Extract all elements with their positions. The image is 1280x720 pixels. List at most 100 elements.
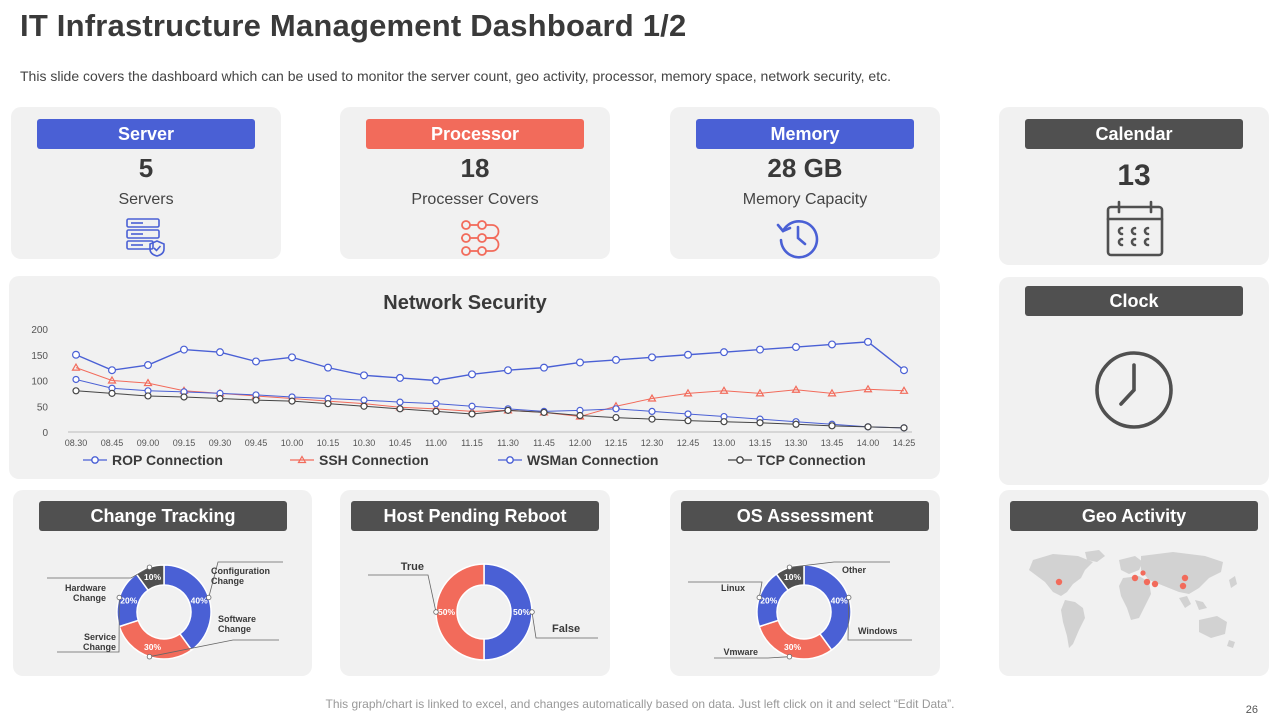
clock-header: Clock <box>1025 286 1243 316</box>
category-label: Vmware <box>723 647 758 657</box>
data-point <box>576 411 584 420</box>
data-point <box>611 355 620 364</box>
data-point <box>792 420 800 428</box>
x-tick-label: 13.30 <box>785 438 808 448</box>
x-tick-label: 14.25 <box>893 438 916 448</box>
leader-dot <box>146 653 153 660</box>
leader-dot <box>529 609 535 615</box>
x-tick-label: 10.00 <box>281 438 304 448</box>
server-header: Server <box>37 119 255 149</box>
leader-line <box>47 566 150 579</box>
data-point <box>180 393 188 401</box>
memory-value: 28 GB <box>767 153 843 183</box>
server-card: Server 5 Servers <box>11 107 281 259</box>
page-subtitle: This slide covers the dashboard which ca… <box>20 68 891 84</box>
data-point <box>539 363 548 372</box>
leader-dot <box>205 594 212 601</box>
slice-label: 50% <box>438 607 455 617</box>
slice-label: 30% <box>144 642 161 652</box>
data-point <box>72 375 80 384</box>
category-label: False <box>552 623 580 635</box>
page-title: IT Infrastructure Management Dashboard 1… <box>20 8 687 43</box>
x-tick-label: 13.15 <box>749 438 772 448</box>
x-tick-label: 09.45 <box>245 438 268 448</box>
leader-dot <box>116 594 123 601</box>
data-point <box>288 397 296 405</box>
leader-dot <box>433 609 439 615</box>
x-tick-label: 12.45 <box>677 438 700 448</box>
geo-activity-header: Geo Activity <box>1010 501 1258 531</box>
calendar-header: Calendar <box>1025 119 1243 149</box>
slice-label: 10% <box>144 572 161 582</box>
x-tick-label: 11.45 <box>533 438 555 448</box>
legend-label: ROP Connection <box>112 452 223 468</box>
footer-note: This graph/chart is linked to excel, and… <box>325 697 955 711</box>
donut-slice <box>803 564 852 652</box>
data-point <box>108 389 116 397</box>
data-point <box>791 385 801 393</box>
leader-dot <box>786 653 793 660</box>
calendar-icon <box>1106 200 1164 257</box>
data-point <box>719 348 728 357</box>
data-point <box>755 388 765 397</box>
data-point <box>71 362 81 371</box>
data-point <box>900 424 908 432</box>
x-tick-label: 09.15 <box>173 438 196 448</box>
data-point <box>863 384 873 393</box>
data-point <box>216 348 225 357</box>
change-tracking-header: Change Tracking <box>39 501 287 531</box>
legend-marker <box>506 456 514 464</box>
data-point <box>827 340 836 349</box>
data-point <box>828 422 836 430</box>
data-point <box>360 396 368 404</box>
leader-line <box>149 639 279 658</box>
data-point <box>683 350 692 359</box>
os-assessment-donut: 40% 30% 20% 10% Windows Vmware Linux Other <box>688 561 912 660</box>
x-tick-label: 13.00 <box>713 438 736 448</box>
data-point <box>899 366 908 375</box>
data-point <box>575 358 584 367</box>
data-point <box>143 378 153 387</box>
donut-slice <box>163 564 212 652</box>
data-point <box>684 417 692 425</box>
network-security-title: Network Security <box>383 292 547 314</box>
data-point <box>216 394 224 403</box>
x-tick-label: 08.45 <box>101 438 124 448</box>
slice-label: 40% <box>831 596 848 606</box>
data-point <box>288 353 297 362</box>
slice-label: 30% <box>784 642 801 652</box>
x-tick-label: 12.30 <box>641 438 664 448</box>
x-tick-label: 12.00 <box>569 438 592 448</box>
category-label: Change <box>218 624 251 634</box>
donut-slice <box>483 563 533 661</box>
category-label: Other <box>842 565 867 575</box>
data-point <box>683 388 693 397</box>
legend-marker <box>297 455 307 464</box>
server-caption: Servers <box>118 191 174 208</box>
data-point <box>324 363 333 372</box>
data-point <box>719 386 729 394</box>
data-point <box>252 396 260 404</box>
calendar-card: Calendar 13 <box>999 107 1269 265</box>
series-line-3 <box>75 390 905 429</box>
server-shield-icon <box>126 218 165 257</box>
data-point <box>648 407 656 415</box>
slice-label: 20% <box>760 596 777 606</box>
data-point <box>360 371 369 380</box>
geo-activity-card: Geo Activity <box>999 490 1269 676</box>
data-point <box>756 419 764 427</box>
leader-line <box>789 561 890 568</box>
category-label: Hardware <box>65 583 106 593</box>
slice-label: 50% <box>513 607 530 617</box>
y-tick-label: 150 <box>31 351 48 362</box>
donut-slice <box>435 563 485 661</box>
data-point <box>863 337 872 346</box>
legend-marker <box>91 456 99 464</box>
memory-header: Memory <box>696 119 914 149</box>
y-tick-label: 200 <box>31 325 48 336</box>
x-tick-label: 10.45 <box>389 438 412 448</box>
data-point <box>648 415 656 423</box>
leader-line <box>688 581 763 598</box>
data-point <box>684 410 692 418</box>
slice-label: 40% <box>191 596 208 606</box>
